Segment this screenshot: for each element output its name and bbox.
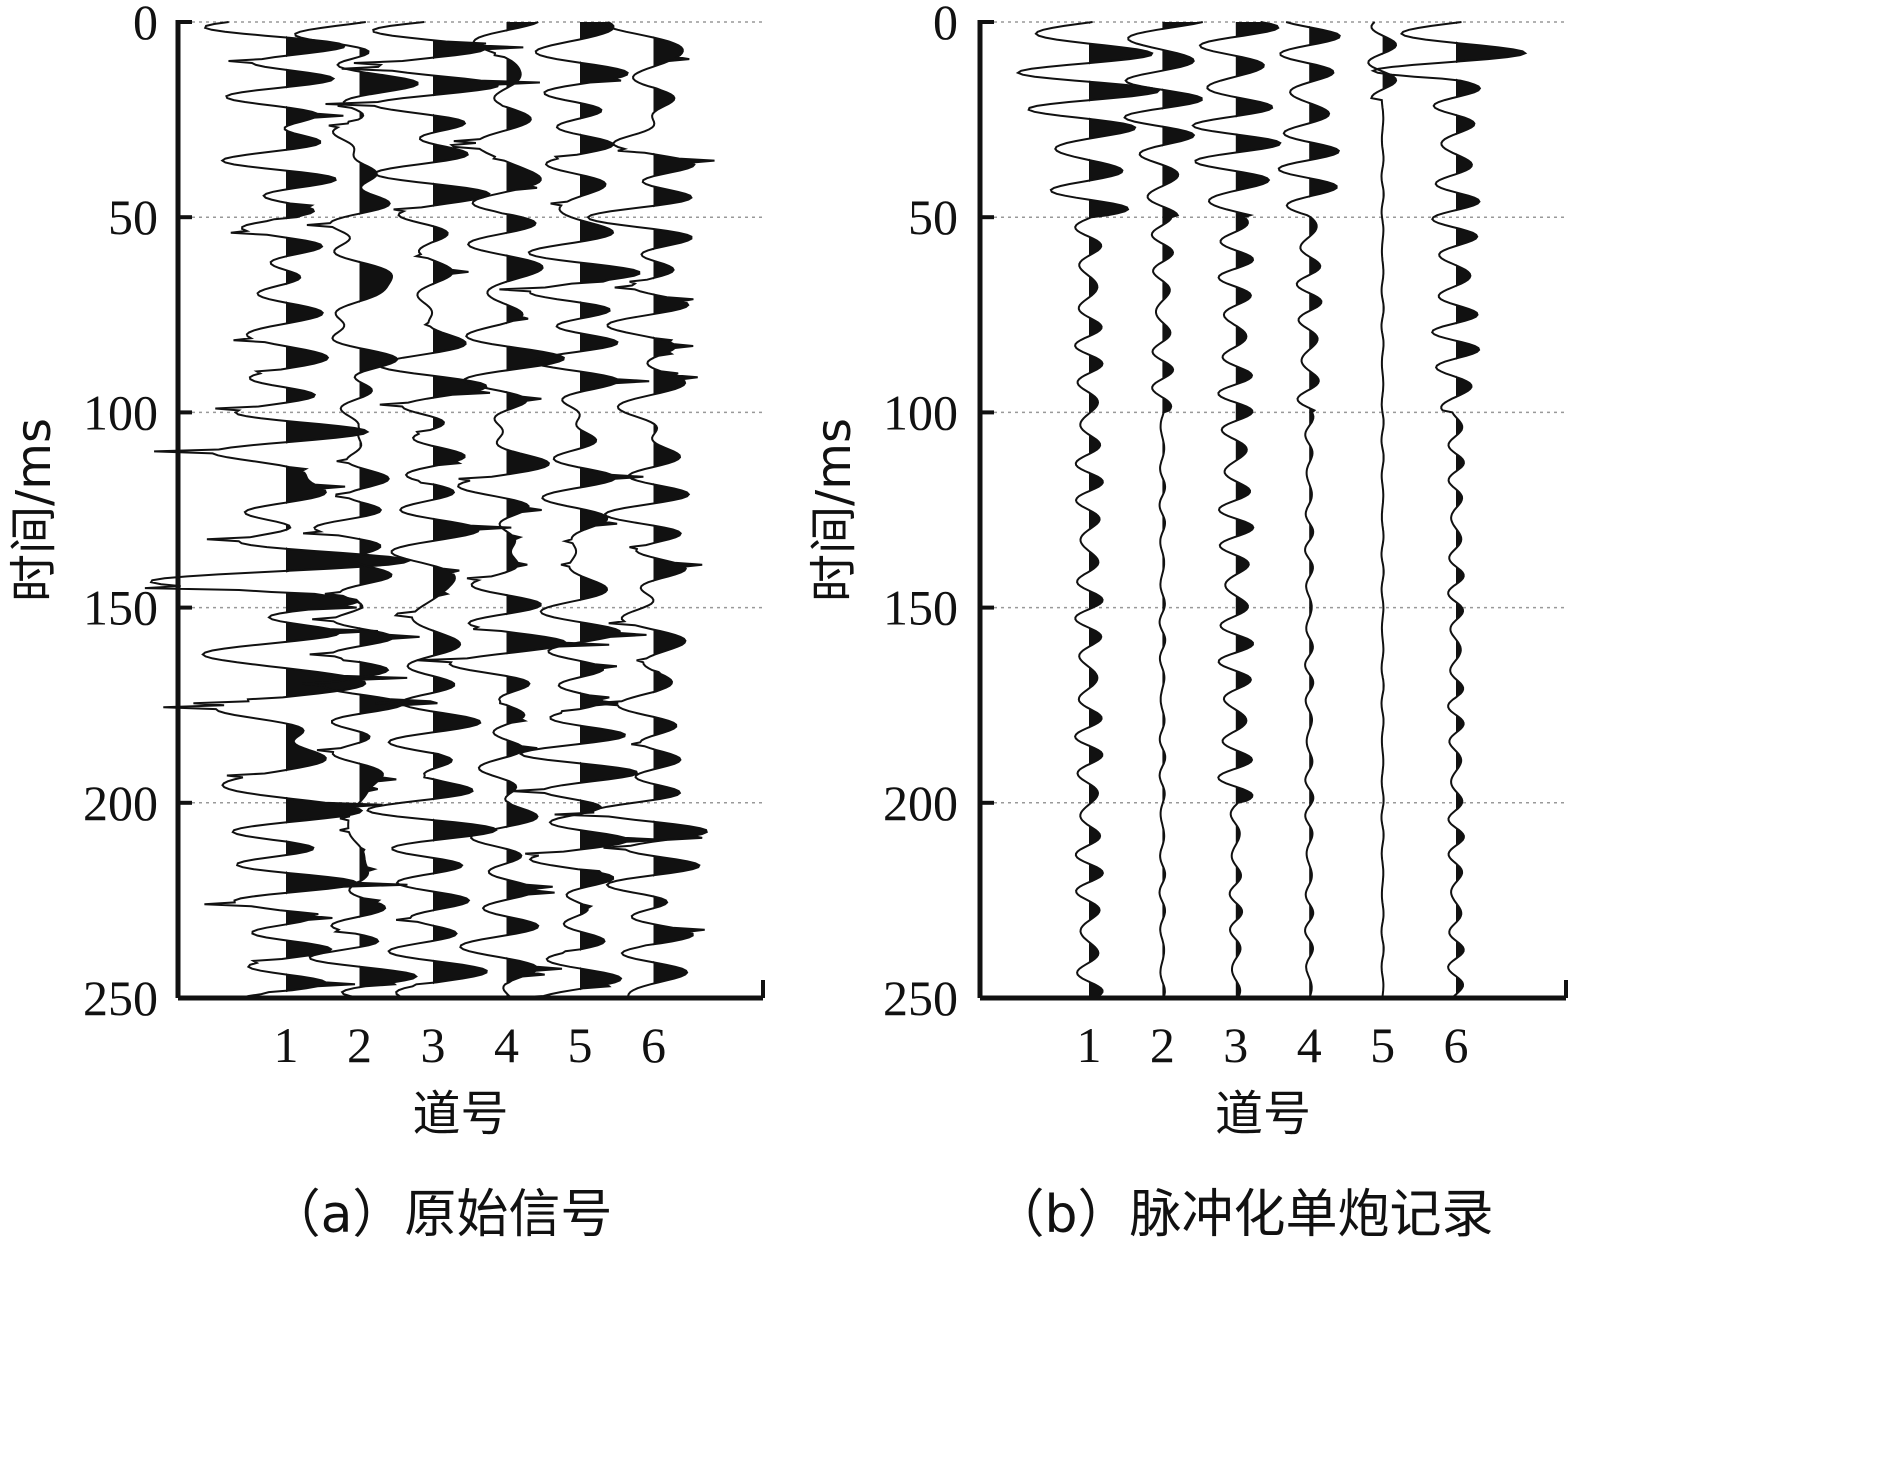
trace-4-fill xyxy=(506,22,610,998)
trace-1-fill xyxy=(286,22,409,998)
x-tick-label: 3 xyxy=(1223,1017,1248,1073)
grid-lines xyxy=(980,21,1566,999)
y-tick-label: 100 xyxy=(883,384,958,440)
y-tick-label: 150 xyxy=(883,580,958,636)
x-tick-label: 4 xyxy=(494,1017,519,1073)
trace-1-fill xyxy=(1089,22,1159,998)
trace-2-wiggle xyxy=(294,21,438,999)
y-tick-label: 200 xyxy=(83,775,158,831)
x-tick-label: 3 xyxy=(421,1017,446,1073)
trace-2-wiggle xyxy=(1123,21,1204,999)
seismic-traces xyxy=(1015,21,1528,999)
x-tick-label: 6 xyxy=(641,1017,666,1073)
y-tick-label: 50 xyxy=(908,189,958,245)
x-axis-title: 道号 xyxy=(1215,1086,1311,1142)
y-axis-title: 时间/ms xyxy=(6,418,62,602)
x-tick-label: 2 xyxy=(1150,1017,1175,1073)
panel-caption: （b）脉冲化单炮记录 xyxy=(992,1185,1493,1245)
x-axis-title: 道号 xyxy=(412,1086,508,1142)
trace-4-fill xyxy=(1309,22,1340,998)
seismic-traces xyxy=(144,21,715,999)
trace-5-wiggle xyxy=(499,21,667,999)
y-tick-label: 100 xyxy=(83,384,158,440)
trace-3-fill xyxy=(433,22,540,998)
y-tick-label: 0 xyxy=(933,0,958,50)
x-tick-label: 6 xyxy=(1444,1017,1469,1073)
y-tick-labels: 0 50 100 150 200 250 xyxy=(83,0,158,1026)
trace-5-fill xyxy=(1382,22,1397,998)
trace-6-fill xyxy=(1456,22,1526,998)
x-tick-label: 5 xyxy=(568,1017,593,1073)
y-axis-title: 时间/ms xyxy=(806,418,862,602)
trace-1-wiggle xyxy=(144,21,412,999)
axes xyxy=(977,20,1568,1001)
x-tick-label: 5 xyxy=(1370,1017,1395,1073)
y-tick-label: 250 xyxy=(83,970,158,1026)
x-tick-label: 1 xyxy=(274,1017,299,1073)
y-tick-labels: 0 50 100 150 200 250 xyxy=(883,0,958,1026)
panel-caption: （a）原始信号 xyxy=(269,1185,613,1245)
y-tick-label: 200 xyxy=(883,775,958,831)
trace-4-wiggle xyxy=(417,21,610,999)
trace-3-wiggle xyxy=(1191,21,1282,999)
trace-5-wiggle xyxy=(1367,21,1398,999)
trace-6-wiggle xyxy=(554,21,715,999)
x-tick-label: 2 xyxy=(347,1017,372,1073)
x-tick-label: 4 xyxy=(1297,1017,1322,1073)
axes xyxy=(175,20,765,1001)
y-tick-label: 50 xyxy=(108,189,158,245)
x-tick-label: 1 xyxy=(1077,1017,1102,1073)
trace-4-wiggle xyxy=(1277,21,1341,999)
trace-2-fill xyxy=(1162,22,1203,998)
y-tick-label: 150 xyxy=(83,580,158,636)
y-tick-label: 0 xyxy=(133,0,158,50)
trace-6-wiggle xyxy=(1370,21,1528,999)
trace-3-fill xyxy=(1235,22,1281,998)
trace-1-wiggle xyxy=(1015,21,1161,999)
y-tick-label: 250 xyxy=(883,970,958,1026)
trace-2-fill xyxy=(359,22,438,998)
